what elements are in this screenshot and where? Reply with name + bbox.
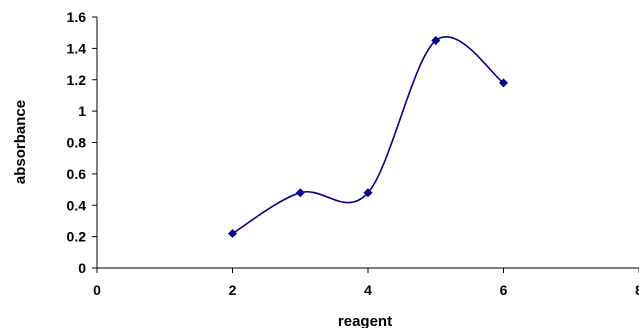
y-axis-title: absorbance [12,100,29,184]
y-tick-label: 0.4 [67,197,87,213]
y-tick-label: 1.6 [67,9,87,25]
y-tick-label: 0 [78,260,86,276]
y-tick-label: 1.4 [67,40,87,56]
data-point-marker [431,36,441,46]
x-tick-label: 6 [500,282,508,298]
y-tick-label: 0.8 [67,135,87,151]
x-tick-label: 0 [93,282,101,298]
y-tick-label: 0.2 [67,229,87,245]
axes [96,17,639,269]
series-line [232,36,504,235]
x-axis-ticks: 0 2 4 6 8 [93,268,639,298]
y-axis-ticks: 0 0.2 0.4 0.6 0.8 1 1.2 1.4 1.6 [67,9,97,276]
data-point-marker [228,228,237,238]
data-point-marker [499,78,508,88]
x-tick-label: 4 [364,282,372,298]
x-axis-title: reagent [338,313,392,328]
plot-area [228,36,508,238]
x-tick-label: 8 [635,282,639,298]
data-point-marker [295,188,305,198]
y-tick-label: 1.2 [67,72,87,88]
y-tick-label: 1 [78,103,86,119]
x-tick-label: 2 [229,282,237,298]
data-point-marker [363,188,373,198]
y-tick-label: 0.6 [67,166,87,182]
